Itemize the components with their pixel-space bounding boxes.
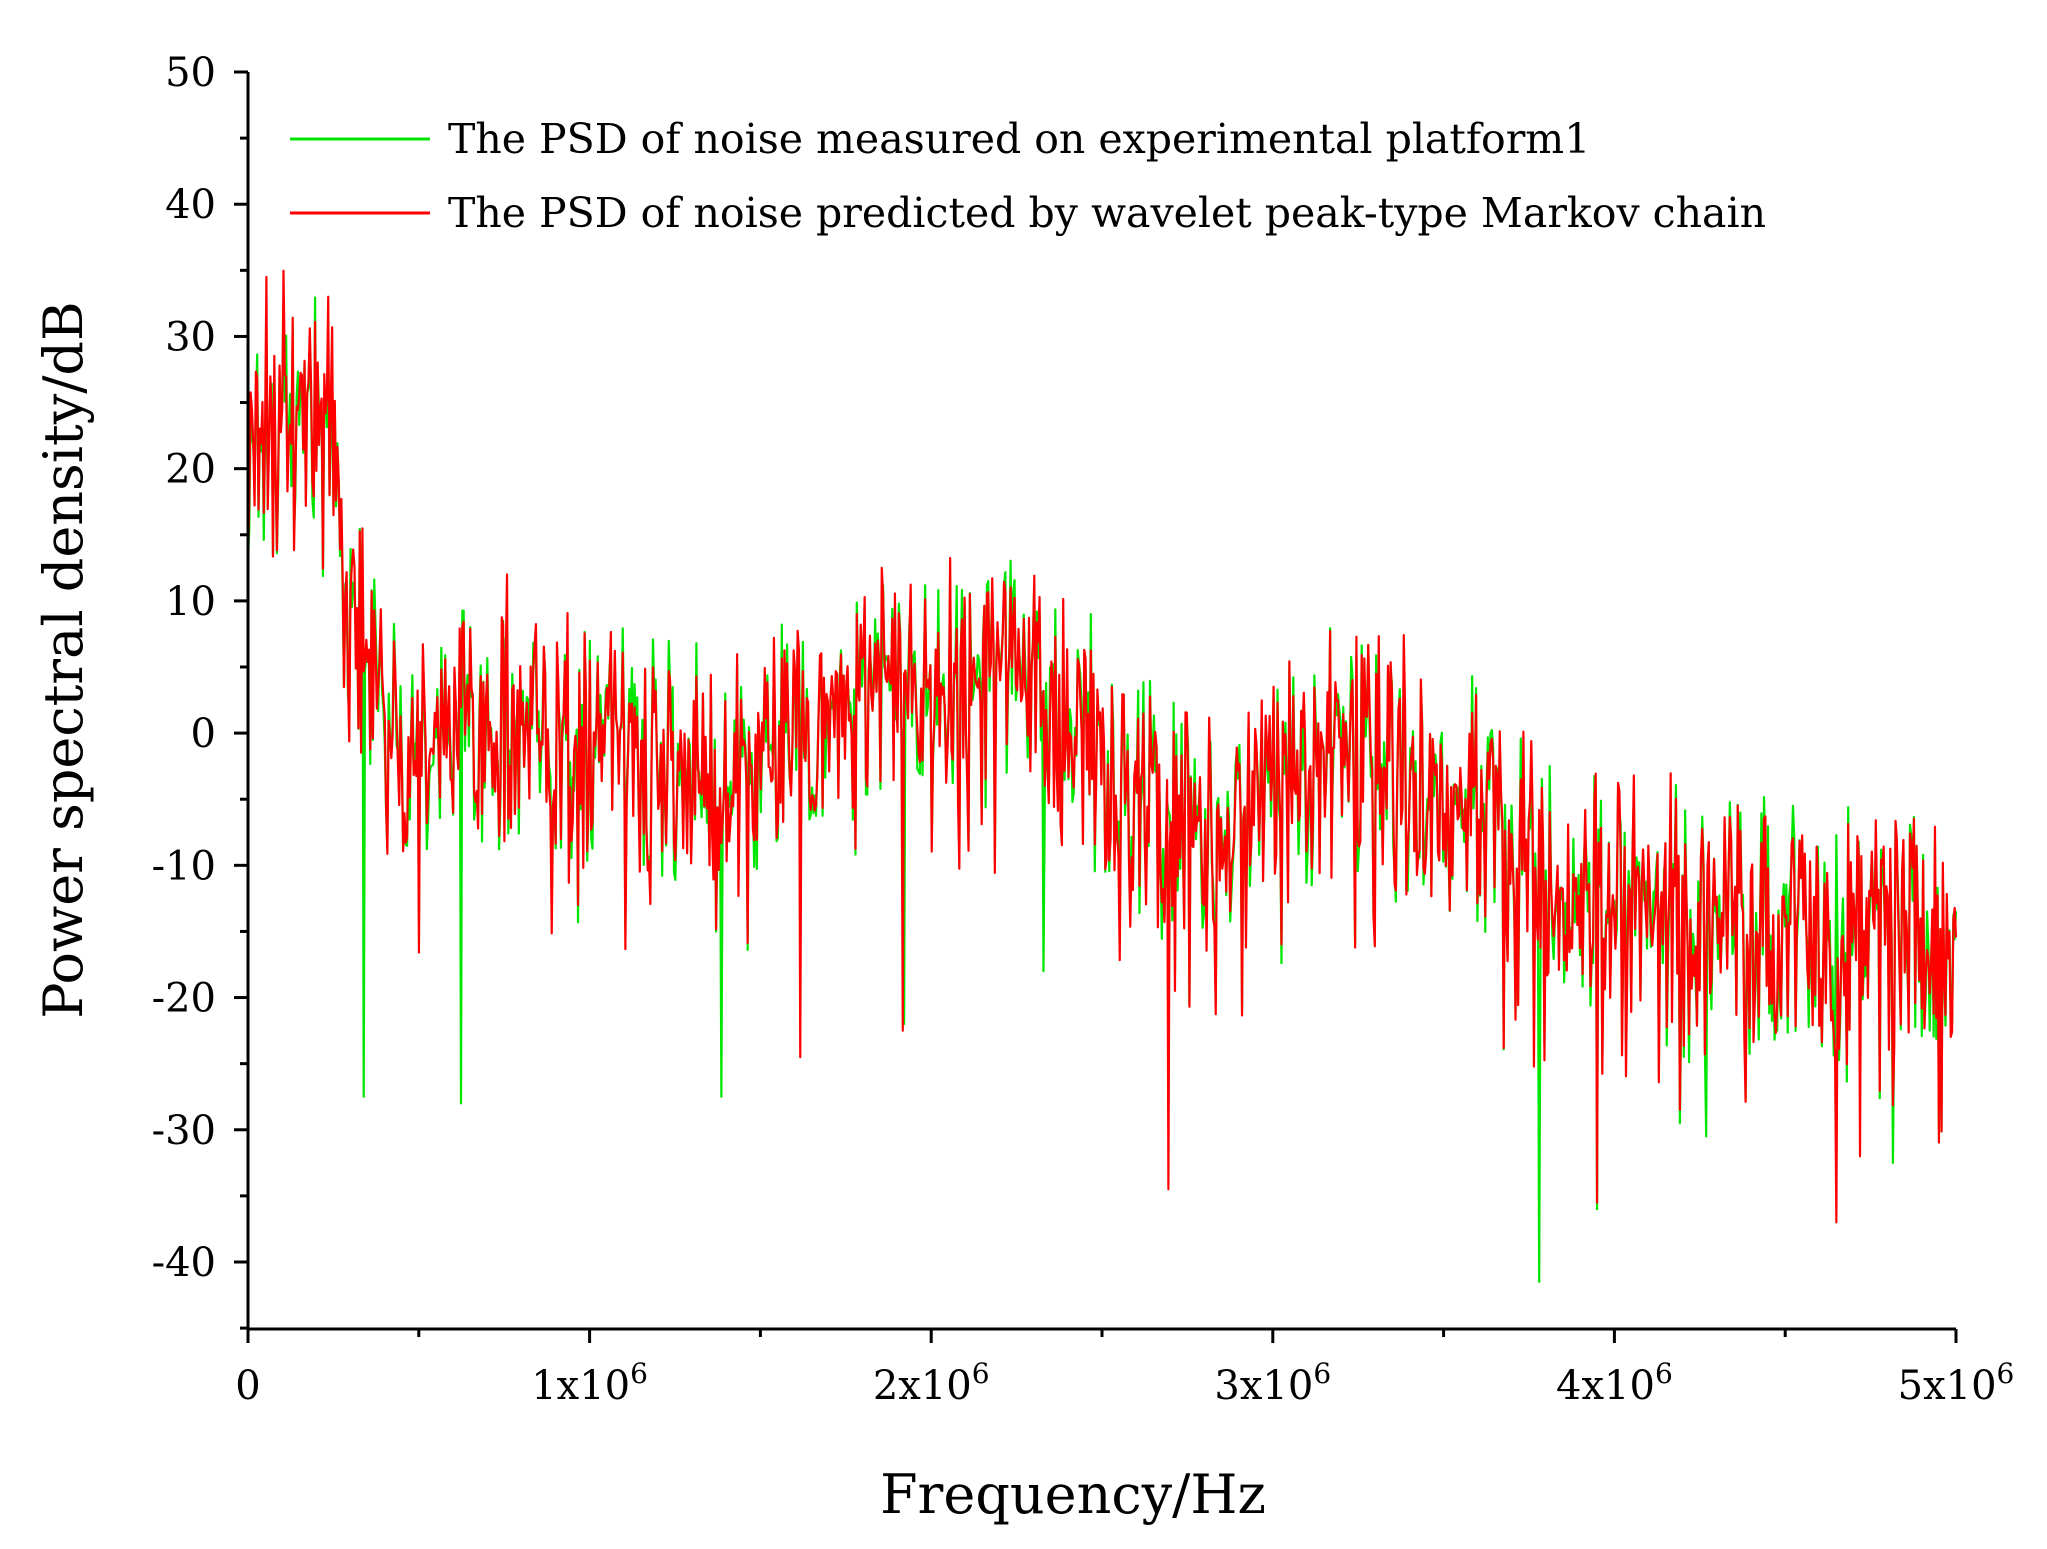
x-tick-label-exponent: 6 [630,1357,648,1390]
x-tick-label-base: 3x10 [1214,1363,1313,1409]
x-tick-label: 1x106 [531,1357,648,1409]
x-tick-label-exponent: 6 [1655,1357,1673,1390]
y-ticks: 50 40 30 20 10 0 -10 -20 -30 -40 [152,50,248,1330]
x-axis-title: Frequency/Hz [880,1463,1266,1526]
x-tick-label: 4x106 [1556,1357,1673,1409]
x-tick-label: 2x106 [873,1357,990,1409]
y-tick-label: -10 [152,843,216,889]
y-tick-label: 40 [165,182,216,228]
y-tick-label: -20 [152,976,216,1022]
x-tick-label-base: 0 [235,1363,260,1409]
y-tick-label: 20 [165,447,216,493]
y-tick-label: 30 [165,314,216,360]
x-tick-label-exponent: 6 [972,1357,990,1390]
y-tick-label: 50 [165,50,216,96]
x-tick-label-exponent: 6 [1313,1357,1331,1390]
y-axis-title: Power spectral density/dB [32,301,95,1018]
series-layer [246,269,1958,1283]
y-tick-label: -40 [152,1240,216,1286]
legend-label-measured: The PSD of noise measured on experimenta… [448,115,1590,163]
y-tick-label: -30 [152,1108,216,1154]
y-tick-label: 10 [165,579,216,625]
x-tick-label-exponent: 6 [1997,1357,2015,1390]
legend-label-predicted: The PSD of noise predicted by wavelet pe… [448,189,1766,237]
x-tick-label-base: 4x10 [1556,1363,1655,1409]
x-tick-label-base: 2x10 [873,1363,972,1409]
x-tick-label: 3x106 [1214,1357,1331,1409]
x-tick-label-base: 5x10 [1898,1363,1997,1409]
x-ticks: 0 1x106 2x106 3x106 4x106 5x106 [235,1329,2014,1409]
x-tick-label: 5x106 [1898,1357,2015,1409]
legend: The PSD of noise measured on experimenta… [290,115,1766,237]
x-tick-label: 0 [235,1363,260,1409]
y-tick-label: 0 [191,711,216,757]
series-line-predicted [246,269,1958,1224]
x-tick-label-base: 1x10 [531,1363,630,1409]
